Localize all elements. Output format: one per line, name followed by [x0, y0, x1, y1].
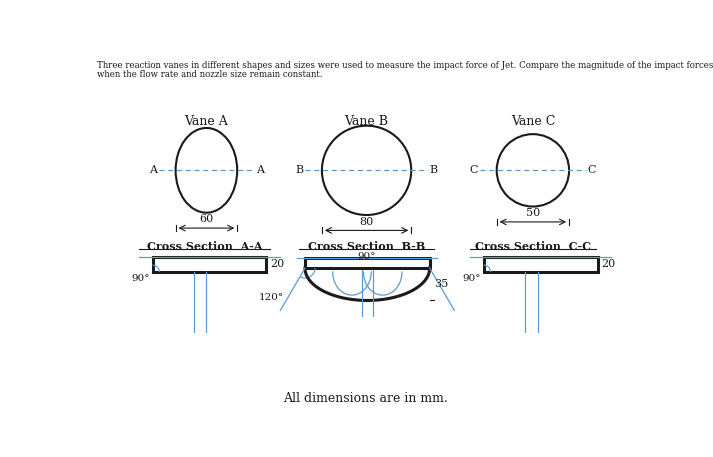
Text: Cross Section  B-B: Cross Section B-B — [308, 241, 425, 252]
Text: Three reaction vanes in different shapes and sizes were used to measure the impa: Three reaction vanes in different shapes… — [97, 61, 713, 70]
Text: Cross Section  A-A: Cross Section A-A — [147, 241, 262, 252]
Bar — [483, 256, 597, 272]
Text: Vane C: Vane C — [511, 115, 555, 128]
Text: Vane B: Vane B — [344, 115, 389, 128]
Text: 35: 35 — [434, 279, 448, 289]
Text: Cross Section  C-C: Cross Section C-C — [475, 241, 591, 252]
Text: 20: 20 — [602, 259, 615, 269]
Text: 120°: 120° — [258, 293, 283, 302]
Bar — [305, 258, 430, 268]
Bar — [153, 256, 267, 272]
Text: 90°: 90° — [131, 274, 150, 282]
Text: 90°: 90° — [357, 252, 376, 261]
Text: 50: 50 — [525, 208, 540, 218]
Text: when the flow rate and nozzle size remain constant.: when the flow rate and nozzle size remai… — [97, 70, 322, 79]
Text: 20: 20 — [270, 259, 284, 269]
Text: 90°: 90° — [462, 274, 481, 282]
Text: A: A — [149, 165, 157, 175]
Text: B: B — [295, 165, 304, 175]
Text: Vane A: Vane A — [185, 115, 228, 128]
Text: B: B — [430, 165, 438, 175]
Text: 60: 60 — [199, 214, 213, 224]
Text: C: C — [588, 165, 596, 175]
Text: 80: 80 — [359, 217, 374, 227]
Text: C: C — [470, 165, 478, 175]
Text: All dimensions are in mm.: All dimensions are in mm. — [284, 392, 448, 405]
Text: A: A — [256, 165, 264, 175]
